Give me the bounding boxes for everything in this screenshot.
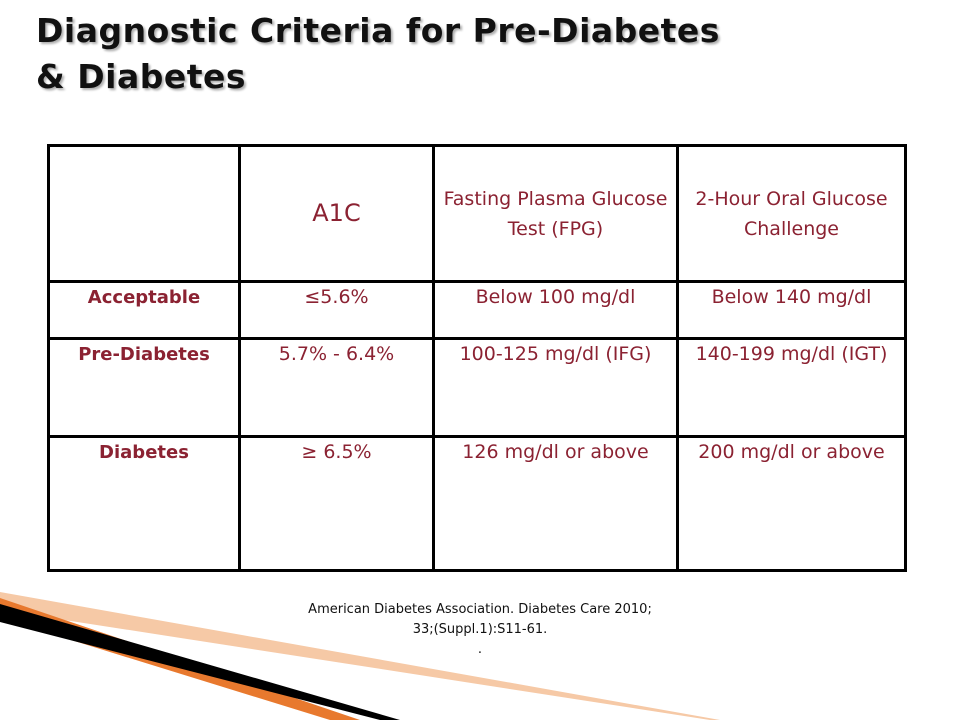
table-row: Diabetes ≥ 6.5% 126 mg/dl or above 200 m… <box>47 435 907 572</box>
row-label-diabetes: Diabetes <box>47 435 241 572</box>
cell-a1c: ≥ 6.5% <box>238 435 435 572</box>
slide-title-line-1: Diagnostic Criteria for Pre-Diabetes <box>36 11 720 50</box>
header-cell-a1c: A1C <box>238 144 435 283</box>
table-row: Pre-Diabetes 5.7% - 6.4% 100-125 mg/dl (… <box>47 337 907 438</box>
table-header-row: A1C Fasting Plasma Glucose Test (FPG) 2-… <box>47 144 907 283</box>
citation-line-1: American Diabetes Association. Diabetes … <box>308 602 652 617</box>
citation-line-3: . <box>477 642 483 657</box>
header-cell-ogtt: 2-Hour Oral Glucose Challenge <box>676 144 907 283</box>
diagnostic-criteria-table: A1C Fasting Plasma Glucose Test (FPG) 2-… <box>47 144 907 572</box>
swoosh-black-band <box>0 604 400 720</box>
row-label-acceptable: Acceptable <box>47 280 241 340</box>
row-label-pre-diabetes: Pre-Diabetes <box>47 337 241 438</box>
slide-title: Diagnostic Criteria for Pre-Diabetes & D… <box>36 8 936 100</box>
cell-a1c: ≤5.6% <box>238 280 435 340</box>
cell-ogtt: Below 140 mg/dl <box>676 280 907 340</box>
cell-fpg: 100-125 mg/dl (IFG) <box>432 337 679 438</box>
cell-ogtt: 200 mg/dl or above <box>676 435 907 572</box>
header-cell-empty <box>47 144 241 283</box>
slide-title-line-2: & Diabetes <box>36 57 247 96</box>
cell-fpg: 126 mg/dl or above <box>432 435 679 572</box>
swoosh-peach-band <box>0 592 720 720</box>
cell-a1c: 5.7% - 6.4% <box>238 337 435 438</box>
decorative-swoosh <box>0 592 720 720</box>
cell-ogtt: 140-199 mg/dl (IGT) <box>676 337 907 438</box>
table-row: Acceptable ≤5.6% Below 100 mg/dl Below 1… <box>47 280 907 340</box>
citation: American Diabetes Association. Diabetes … <box>200 600 760 660</box>
header-cell-fpg: Fasting Plasma Glucose Test (FPG) <box>432 144 679 283</box>
citation-line-2: 33;(Suppl.1):S11-61. <box>412 622 548 637</box>
cell-fpg: Below 100 mg/dl <box>432 280 679 340</box>
